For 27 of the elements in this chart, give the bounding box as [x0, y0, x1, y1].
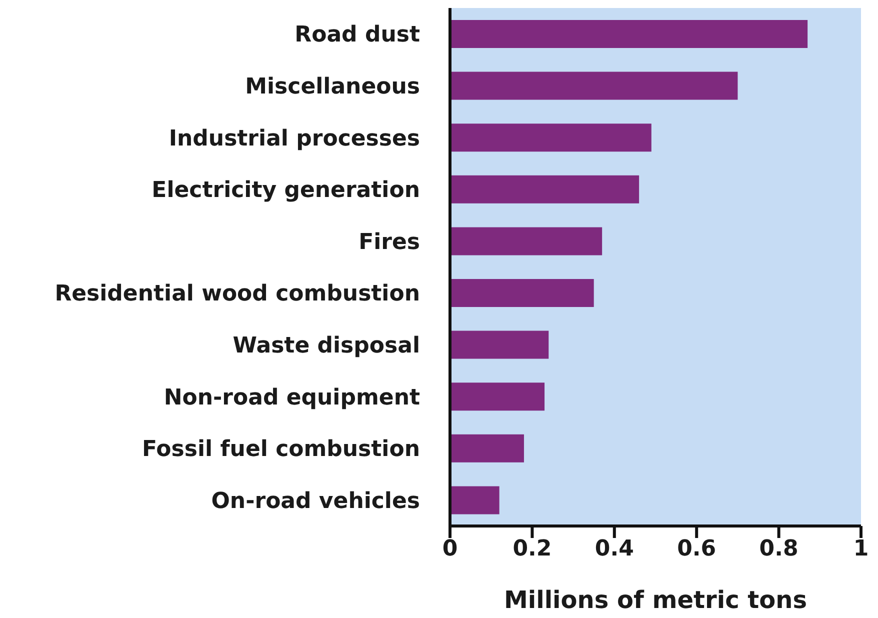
bar [450, 486, 500, 514]
y-tick-label: Residential wood combustion [54, 282, 420, 307]
bar [450, 175, 640, 204]
bar [450, 330, 549, 359]
x-tick-label: 0.8 [759, 536, 798, 562]
x-tick-label: 0 [442, 536, 458, 562]
y-tick-label: Non-road equipment [164, 385, 420, 410]
y-tick-label: Fires [358, 230, 420, 255]
y-tick-label: On-road vehicles [211, 488, 420, 514]
x-tick-label: 0.4 [594, 536, 634, 562]
bar [450, 20, 808, 48]
y-tick-label: Electricity generation [152, 178, 420, 204]
bar [450, 124, 652, 152]
y-tick-label: Waste disposal [232, 334, 420, 359]
y-tick-label: Fossil fuel combustion [142, 437, 420, 462]
y-tick-label: Road dust [294, 22, 420, 48]
x-tick-label: 1 [853, 536, 869, 562]
x-tick-label: 0.2 [512, 536, 552, 562]
bar [450, 72, 738, 100]
y-tick-label: Miscellaneous [245, 74, 420, 100]
bar [450, 227, 602, 256]
x-axis-title: Millions of metric tons [504, 586, 808, 614]
x-tick-label: 0.6 [677, 536, 716, 562]
y-tick-label: Industrial processes [168, 126, 420, 152]
bar [450, 279, 594, 307]
bar [450, 382, 545, 411]
bar [450, 434, 524, 462]
